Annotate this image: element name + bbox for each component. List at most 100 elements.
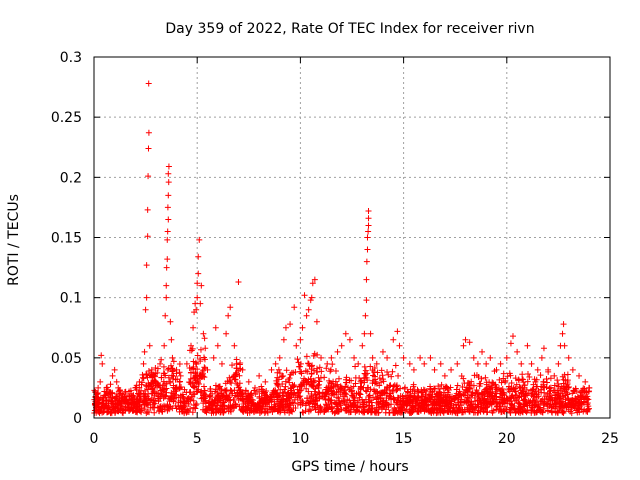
noise-point [345,384,352,391]
noise-point [524,378,531,385]
noise-point [99,395,106,402]
noise-point [220,408,227,415]
noise-point [511,403,518,410]
noise-point [202,345,209,352]
noise-point [371,388,378,395]
noise-point [576,402,583,409]
noise-point [343,407,350,414]
data-point [487,354,494,361]
data-point [346,336,353,343]
noise-point [155,382,162,389]
x-tick-label: 0 [90,431,99,447]
x-tick-label: 10 [291,431,309,447]
noise-point [378,406,385,413]
noise-point [419,399,426,406]
noise-point [341,390,348,397]
noise-point [157,387,164,394]
data-point [195,270,202,277]
noise-point [415,408,422,415]
noise-point [177,392,184,399]
noise-point [277,407,284,414]
data-point [427,354,434,361]
noise-point [318,368,325,375]
noise-point [370,387,377,394]
data-point [162,312,169,319]
noise-point [445,408,452,415]
y-tick-label: 0.05 [51,351,82,367]
noise-point [278,373,285,380]
data-point [177,372,184,379]
data-point [190,324,197,331]
data-point [161,342,168,349]
noise-point [559,401,566,408]
data-point [555,360,562,367]
noise-point [512,391,519,398]
noise-point [280,404,287,411]
noise-point [269,389,276,396]
data-point [103,396,110,403]
noise-point [201,335,208,342]
noise-point [190,397,197,404]
noise-point [409,402,416,409]
noise-point [232,376,239,383]
data-point [417,354,424,361]
data-point [107,381,114,388]
noise-point [181,400,188,407]
data-point [231,342,238,349]
data-point [192,300,199,307]
noise-point [481,392,488,399]
data-point [169,354,176,361]
noise-point [183,397,190,404]
data-point [142,306,149,313]
noise-point [354,399,361,406]
noise-point [478,375,485,382]
data-point [101,388,108,395]
noise-point [428,409,435,416]
data-point [164,228,171,235]
noise-point [297,360,304,367]
noise-point [427,385,434,392]
noise-point [433,391,440,398]
noise-point [208,398,215,405]
x-axis-label: GPS time / hours [291,459,408,475]
data-point [318,354,325,361]
noise-point [316,364,323,371]
noise-point [563,404,570,411]
data-point [262,378,269,385]
noise-point [290,369,297,376]
data-point [126,388,133,395]
noise-point [380,378,387,385]
noise-point [160,370,167,377]
noise-point [171,395,178,402]
noise-point [347,409,354,416]
noise-point [192,402,199,409]
noise-point [202,394,209,401]
noise-point [172,402,179,409]
noise-point [193,400,200,407]
noise-point [118,395,125,402]
data-point [94,390,101,397]
noise-point [493,386,500,393]
noise-point [333,394,340,401]
noise-point [328,404,335,411]
noise-point [544,403,551,410]
noise-point [559,373,566,380]
data-point [194,280,201,287]
noise-point [149,374,156,381]
noise-point [493,399,500,406]
noise-point [165,395,172,402]
noise-point [343,374,350,381]
data-point [121,393,128,400]
noise-point [570,387,577,394]
noise-point [216,383,223,390]
data-point [297,336,304,343]
noise-point [170,367,177,374]
noise-point [544,379,551,386]
noise-point [178,383,185,390]
noise-point [546,385,553,392]
data-point [474,360,481,367]
noise-point [203,409,210,416]
data-point [282,324,289,331]
data-point [272,360,279,367]
noise-point [358,408,365,415]
